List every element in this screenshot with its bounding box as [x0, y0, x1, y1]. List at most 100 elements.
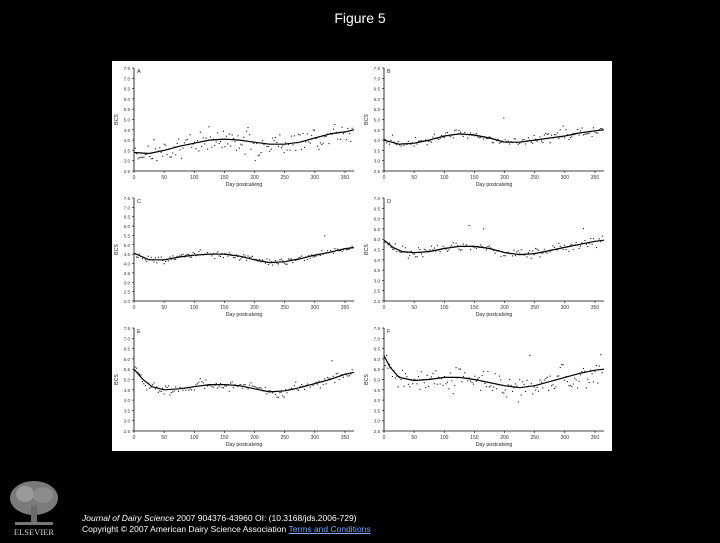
data-point	[266, 393, 268, 395]
data-point	[196, 383, 198, 385]
data-point	[537, 390, 540, 392]
data-point	[332, 128, 334, 130]
data-point	[134, 147, 136, 149]
data-point	[426, 144, 428, 146]
data-point	[247, 255, 249, 257]
data-point	[273, 139, 275, 142]
y-tick-label: 5.0	[124, 378, 131, 383]
data-point	[222, 130, 224, 132]
data-point	[574, 377, 576, 379]
data-point	[391, 248, 393, 250]
data-point	[536, 140, 538, 142]
y-tick-label: 5.5	[124, 367, 131, 372]
y-tick-label: 2.5	[124, 169, 131, 174]
data-point	[248, 134, 251, 136]
data-point	[540, 252, 542, 254]
data-point	[243, 384, 245, 386]
data-point	[542, 387, 544, 389]
x-axis-title: Day postcalving	[476, 442, 513, 448]
data-point	[138, 373, 141, 375]
data-point	[328, 377, 330, 379]
data-point	[193, 252, 196, 254]
data-point	[157, 256, 159, 258]
x-tick-label: 0	[383, 175, 386, 181]
data-point	[173, 146, 175, 148]
data-point	[585, 387, 587, 389]
data-point	[532, 142, 534, 144]
data-point	[529, 250, 531, 252]
terms-link[interactable]: Terms and Conditions	[288, 524, 371, 535]
data-point	[413, 145, 415, 147]
data-point	[509, 143, 511, 145]
data-point	[289, 149, 291, 151]
chart-panel-f: 2.5 3.0 3.5 4.0 4.5 5.0 5.5 6.0 6.5 7.0 7.5 0 50 100 1…	[364, 326, 605, 448]
data-point	[282, 260, 284, 262]
citation-details: 2007 904376-43960 OI: (10.3168/jds.2006-…	[174, 513, 357, 523]
copyright-text: Copyright © 2007 American Dairy Science …	[82, 524, 289, 535]
data-point	[494, 252, 496, 254]
data-point	[514, 138, 516, 140]
y-tick-label: 5.5	[374, 227, 381, 232]
data-point	[386, 355, 388, 357]
data-point	[308, 254, 310, 257]
y-tick-label: 3.5	[374, 148, 381, 153]
data-point	[553, 133, 556, 136]
data-point	[572, 383, 574, 385]
data-point	[192, 252, 194, 254]
y-tick-label: 6.5	[124, 87, 131, 92]
data-point	[456, 245, 459, 247]
data-point	[514, 383, 516, 385]
panel-letter: F	[387, 329, 391, 335]
y-tick-label: 6.0	[374, 357, 381, 362]
data-point	[516, 251, 518, 253]
data-point	[175, 386, 177, 388]
y-tick-label: 6.5	[374, 87, 381, 92]
x-tick-label: 200	[250, 305, 259, 311]
data-point	[202, 382, 204, 384]
data-point	[549, 375, 551, 377]
data-point	[474, 246, 476, 248]
data-point	[564, 379, 566, 381]
y-tick-label: 7.0	[374, 196, 381, 201]
data-point	[147, 145, 149, 147]
y-tick-label: 7.0	[374, 76, 381, 81]
data-point	[143, 383, 145, 385]
data-point	[553, 387, 556, 390]
data-point	[208, 126, 210, 128]
data-point	[309, 257, 311, 259]
data-point	[445, 248, 447, 250]
data-point	[270, 261, 272, 263]
x-tick-label: 250	[531, 435, 540, 441]
data-point	[591, 243, 593, 245]
data-point	[351, 369, 353, 371]
data-point	[451, 244, 453, 246]
data-point	[455, 367, 457, 369]
data-point	[511, 255, 514, 257]
data-point	[160, 256, 162, 258]
data-point	[341, 373, 343, 376]
data-point	[459, 131, 461, 133]
x-tick-label: 50	[161, 305, 167, 311]
data-point	[204, 387, 206, 389]
data-point	[241, 256, 243, 258]
data-point	[170, 258, 172, 260]
data-point	[169, 156, 171, 158]
data-point	[413, 378, 415, 380]
data-point	[172, 391, 174, 393]
data-point	[396, 144, 398, 146]
data-point	[559, 129, 561, 131]
x-tick-label: 0	[133, 175, 136, 181]
data-point	[325, 135, 327, 137]
data-point	[256, 387, 258, 389]
data-point	[449, 246, 451, 248]
data-point	[519, 252, 521, 254]
data-point	[520, 249, 522, 251]
data-point	[201, 381, 203, 383]
data-point	[319, 142, 321, 144]
data-point	[214, 144, 216, 146]
data-point	[562, 125, 564, 127]
x-tick-label: 350	[341, 435, 350, 441]
data-point	[465, 244, 467, 246]
data-point	[137, 256, 139, 259]
data-point	[449, 372, 451, 374]
